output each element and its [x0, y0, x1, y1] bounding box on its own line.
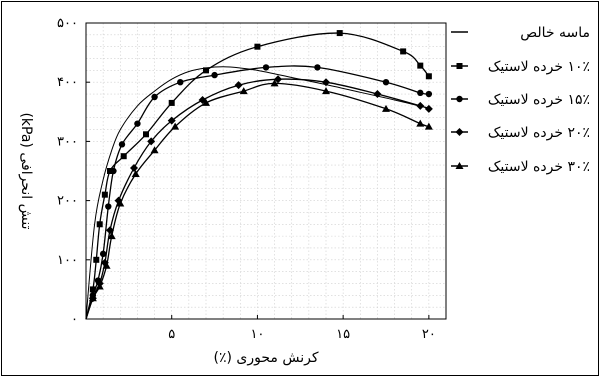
data-point-square [168, 99, 175, 106]
data-point-triangle [107, 232, 116, 240]
data-point-diamond [130, 164, 138, 173]
data-point-triangle [202, 98, 210, 106]
data-point-triangle [116, 199, 125, 207]
series-group [85, 30, 433, 320]
x-tick-label: ۲۰ [422, 327, 436, 342]
y-tick-label: ۲۰۰ [57, 194, 78, 209]
data-point-square [120, 153, 127, 160]
data-point-square [89, 286, 96, 293]
plot-area-border [85, 22, 447, 320]
data-point-square [203, 67, 209, 74]
series-5 [85, 79, 433, 320]
data-point-circle [262, 64, 270, 71]
data-point-square [400, 48, 407, 55]
data-point-triangle [171, 122, 180, 130]
series-4 [85, 75, 433, 320]
legend: ماسه خالص ۱۰٪ خرده لاستیک ۱۵٪ خرده لاستیک ۲… [451, 25, 590, 175]
data-point-triangle [382, 104, 390, 112]
legend-label: ۱۵٪ خرده لاستیک [488, 92, 590, 108]
data-point-circle [118, 141, 126, 148]
data-point-triangle [95, 282, 104, 290]
legend-item-4: ۲۰٪ خرده لاستیک [451, 125, 590, 141]
y-tick-label: ۴۰۰ [57, 75, 78, 90]
data-point-square [143, 131, 149, 138]
data-point-circle [417, 89, 424, 97]
data-point-square [101, 191, 108, 198]
data-point-triangle [102, 261, 111, 269]
data-point-triangle [424, 122, 433, 130]
legend-label: ۳۰٪ خرده لاستیک [488, 159, 590, 175]
series-line [85, 66, 430, 320]
legend-marker-diamond [455, 128, 464, 136]
data-point-square [107, 168, 113, 174]
data-point-circle [314, 64, 321, 71]
data-point-triangle [131, 169, 140, 177]
legend-item-1: ماسه خالص [451, 25, 590, 41]
y-tick-label: ۱۰۰ [57, 253, 78, 268]
x-tick-label: ۱۰ [250, 327, 264, 342]
y-axis-label: تنش انحرافی (kPa) [18, 112, 34, 229]
data-point-diamond [147, 137, 156, 146]
data-point-diamond [274, 75, 282, 84]
data-point-diamond [322, 78, 330, 87]
legend-label: ۱۰٪ خرده لاستیک [488, 59, 590, 75]
data-point-diamond [167, 116, 176, 125]
data-point-triangle [322, 87, 330, 95]
series-line [85, 78, 430, 320]
data-point-square [336, 30, 343, 37]
data-point-square [93, 256, 100, 263]
data-point-square [417, 62, 424, 69]
x-tick-label: ۵ [168, 327, 175, 342]
y-tick-label: ۰ [71, 312, 78, 327]
legend-marker-square [456, 63, 463, 69]
series-line [85, 82, 430, 320]
legend-marker-triangle [455, 162, 464, 169]
data-point-triangle [239, 87, 248, 95]
data-point-circle [134, 120, 141, 127]
data-point-square [96, 221, 103, 228]
data-point-triangle [150, 146, 159, 154]
data-point-circle [425, 90, 433, 98]
y-tick-label: ۵۰۰ [57, 16, 78, 31]
legend-item-2: ۱۰٪ خرده لاستیک [451, 59, 590, 75]
legend-label: ماسه خالص [520, 25, 590, 41]
series-2 [85, 30, 432, 320]
data-point-diamond [234, 81, 243, 90]
legend-marker-circle [456, 95, 463, 103]
data-point-circle [177, 79, 184, 86]
data-point-triangle [270, 79, 279, 87]
data-point-diamond [373, 90, 382, 99]
data-point-circle [382, 79, 390, 86]
data-point-circle [110, 167, 117, 175]
data-point-circle [99, 250, 107, 258]
series-line [85, 65, 429, 320]
data-point-circle [151, 93, 158, 101]
data-point-square [425, 73, 432, 80]
x-tick-label: ۱۵ [336, 327, 350, 342]
data-point-square [254, 43, 261, 50]
data-point-diamond [424, 104, 433, 113]
legend-item-3: ۱۵٪ خرده لاستیک [451, 92, 590, 108]
data-point-triangle [416, 119, 425, 127]
data-point-diamond [416, 101, 425, 110]
y-tick-label: ۳۰۰ [57, 134, 78, 149]
series-1 [85, 66, 430, 320]
series-3 [85, 64, 433, 320]
data-point-triangle [88, 294, 97, 302]
data-point-circle [105, 203, 112, 210]
legend-item-5: ۳۰٪ خرده لاستیک [451, 159, 590, 175]
x-axis-label: کرنش محوری (٪) [214, 350, 319, 366]
data-point-circle [211, 71, 218, 79]
legend-label: ۲۰٪ خرده لاستیک [488, 125, 590, 141]
